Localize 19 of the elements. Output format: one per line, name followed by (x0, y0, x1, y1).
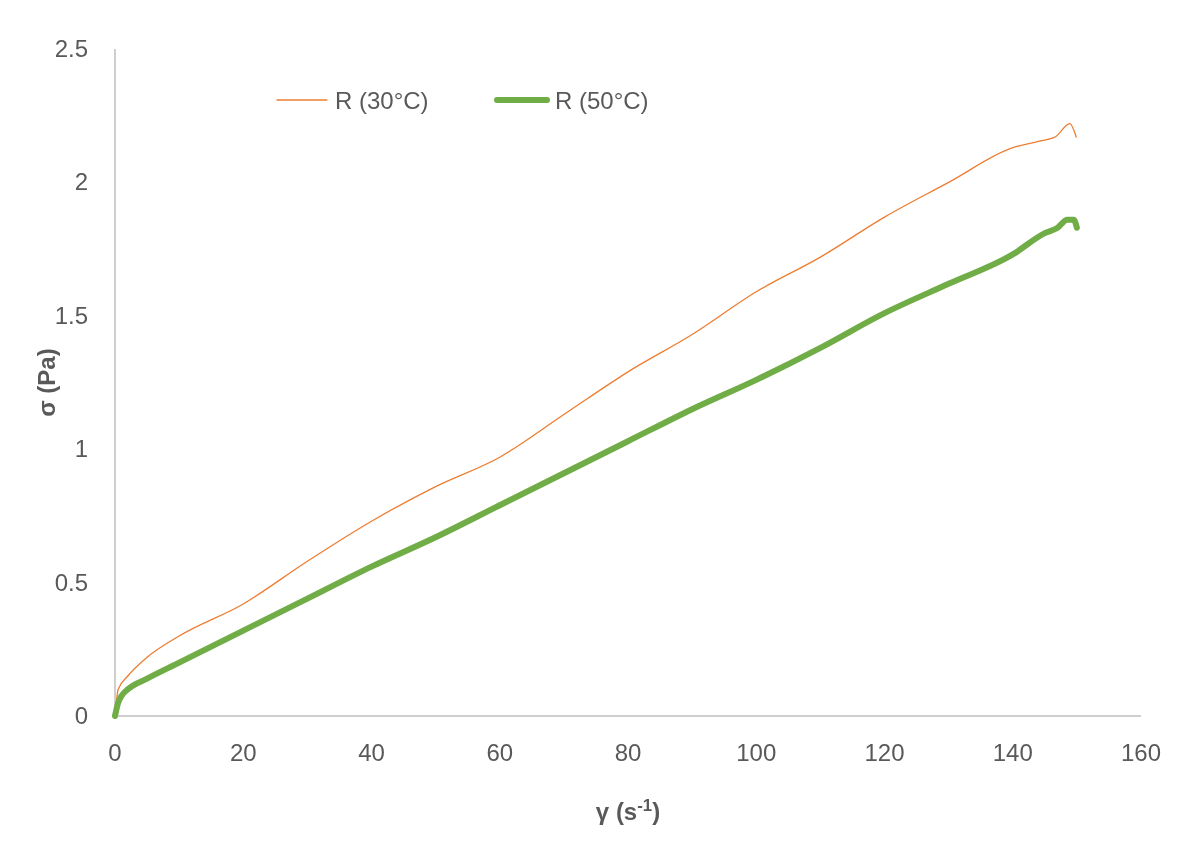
legend-label: R (50°C) (555, 87, 649, 114)
x-tick-label: 120 (864, 739, 905, 766)
y-tick-label: 0.5 (54, 568, 88, 596)
x-tick-label: 40 (358, 739, 385, 766)
x-tick-label: 0 (108, 739, 122, 766)
y-tick-label: 0 (74, 702, 88, 729)
x-tick-label: 60 (486, 739, 514, 766)
x-tick-label: 160 (1120, 739, 1162, 766)
y-axis-title: σ (Pa) (33, 348, 60, 417)
y-tick-label: 2 (74, 168, 88, 196)
legend-label: R (30°C) (335, 87, 429, 114)
x-axis-title: γ (s$^{-1}$) (595, 795, 661, 825)
y-tick-label: 2.5 (54, 35, 88, 62)
y-tick-label: 1 (74, 435, 88, 463)
x-tick-label: 100 (736, 739, 777, 766)
x-tick-label: 140 (992, 739, 1033, 766)
x-tick-label: 80 (614, 739, 642, 766)
x-tick-label: 20 (229, 739, 257, 766)
y-tick-label: 1.5 (54, 301, 88, 329)
